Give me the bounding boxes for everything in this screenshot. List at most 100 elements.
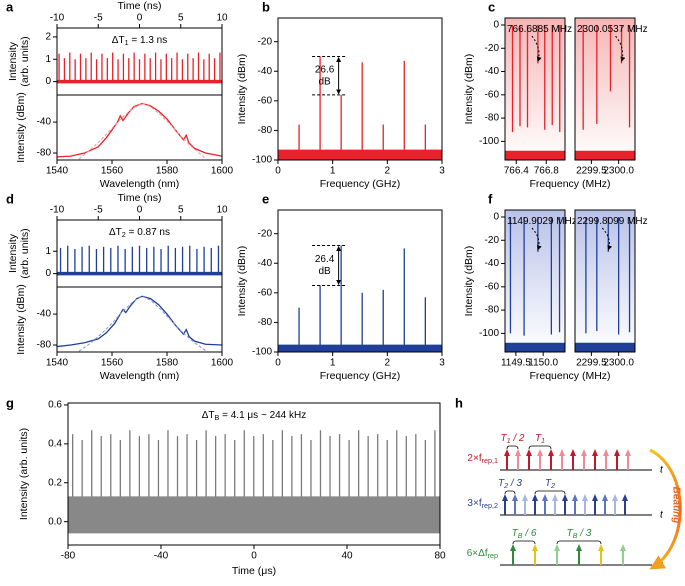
text-part: B <box>215 413 220 422</box>
panel-label: b <box>262 0 270 14</box>
row-label: 6×Δfrep <box>467 548 498 560</box>
y-axis-label: Intensity (dBm) <box>15 284 27 355</box>
plot-background <box>505 18 565 160</box>
text-part: T <box>545 478 552 489</box>
x-tick-label: -80 <box>61 551 76 562</box>
y-tick-label: -100 <box>252 155 272 166</box>
bracket <box>534 490 566 495</box>
panel-label: e <box>262 191 269 206</box>
noise-floor <box>68 496 440 534</box>
pulse-arrow-head <box>562 494 568 501</box>
x-axis-label: Time (μs) <box>232 565 276 577</box>
y-tick-label: -60 <box>258 95 273 106</box>
panel-label: h <box>455 395 463 410</box>
text-part: rep,2 <box>482 501 498 510</box>
y-axis-label: Intensity (dBm) <box>236 246 248 317</box>
text-part: T <box>512 528 519 539</box>
pulse-arrow-head <box>625 449 631 456</box>
pulse-arrow-head <box>614 449 620 456</box>
spectrum-line <box>57 102 222 158</box>
bracket <box>506 445 519 450</box>
pulse-arrow-head <box>576 544 582 551</box>
panel-label: d <box>6 191 14 206</box>
y-tick-label: 0.0 <box>48 516 62 527</box>
noise-floor <box>505 150 565 160</box>
pulse-arrow-head <box>510 544 516 551</box>
pulse-arrow-head <box>504 449 510 456</box>
x-tick-label: 766.8 <box>534 166 559 177</box>
pulse-arrow-head <box>512 494 518 501</box>
y-tick-label: 2 <box>45 32 51 43</box>
x-axis-label: Frequency (MHz) <box>529 178 610 190</box>
y-tick-label: -20 <box>485 43 500 54</box>
panel-label: g <box>6 395 14 410</box>
plot-area <box>575 24 635 160</box>
text-part: / 3 <box>508 478 522 489</box>
x-tick-label: 0 <box>137 13 143 24</box>
x-axis-label: Wavelength (nm) <box>100 178 180 190</box>
bracket <box>504 490 516 495</box>
text-part: 1 <box>125 38 129 47</box>
y-tick-label: 1 <box>45 54 51 65</box>
x-axis-label: Frequency (GHz) <box>320 370 401 382</box>
pulse-arrow-head <box>620 544 626 551</box>
pulse-arrow-head <box>502 494 508 501</box>
plot-area <box>57 102 222 160</box>
pulse-arrow-head <box>581 449 587 456</box>
plot-area <box>57 52 222 84</box>
text-part: T <box>498 478 505 489</box>
pulse-arrow-head <box>592 449 598 456</box>
x-tick-label: 1600 <box>211 358 234 369</box>
text-part: 1149.9029 MHz <box>507 216 577 227</box>
y-tick-label: 0 <box>45 268 51 279</box>
pulse-arrow-head <box>537 449 543 456</box>
y-tick-label: -80 <box>37 340 52 351</box>
x-tick-label: 1150.0 <box>528 358 558 369</box>
x-tick-label: 1580 <box>156 358 179 369</box>
plot-background <box>575 210 635 352</box>
bracket-label: TB / 3 <box>567 528 592 540</box>
x-tick-label: 1600 <box>211 166 234 177</box>
text-part: 3×f <box>467 498 481 509</box>
y-tick-label: -80 <box>258 125 273 136</box>
y-axis-label: Intensity <box>7 233 19 273</box>
x-tick-label: 2300.0 <box>603 358 634 369</box>
y-axis-label: (arb. units) <box>19 36 31 86</box>
text-part: T <box>567 528 574 539</box>
pulse-arrow-head <box>515 449 521 456</box>
y-axis-label: Intensity (dBm) <box>236 54 248 125</box>
x-tick-label: 5 <box>178 13 184 24</box>
text-part: B <box>518 531 523 540</box>
axis-label: t <box>660 510 664 521</box>
pulse-arrow-head <box>592 494 598 501</box>
text-part: / 2 <box>511 433 525 444</box>
x-tick-label: -5 <box>94 13 103 24</box>
y-axis-label: Intensity (dBm) <box>463 246 475 317</box>
y-tick-label: 0 <box>45 76 51 87</box>
annotation: ΔT1 = 1.3 ns <box>112 35 167 47</box>
annotation: 2299.8099 MHz <box>577 216 648 227</box>
text-part: ΔT <box>109 227 122 238</box>
bracket-label: T2 <box>545 478 555 490</box>
text-part: = 0.87 ns <box>126 227 170 238</box>
plot-area <box>57 295 222 352</box>
x-tick-label: 766.4 <box>504 166 529 177</box>
x-tick-label: 1 <box>330 166 336 177</box>
pulse-arrow-head <box>603 449 609 456</box>
axes-frame <box>56 94 223 161</box>
pulse-arrow-head <box>532 494 538 501</box>
annotation-arrow <box>531 227 542 251</box>
text-part: 766.6885 MHz <box>507 24 572 35</box>
text-part: / 3 <box>578 528 592 539</box>
pulse-arrow-head <box>552 494 558 501</box>
text-part: 1 <box>507 436 511 445</box>
pulse-arrow-head <box>522 494 528 501</box>
noise-floor <box>575 150 635 160</box>
pulse-arrow-head <box>612 494 618 501</box>
text-part: ΔT <box>202 410 215 421</box>
axes-frame <box>504 209 566 353</box>
text-part: 1 <box>541 436 545 445</box>
x-tick-label: 3 <box>439 166 445 177</box>
noise-floor <box>505 342 565 352</box>
